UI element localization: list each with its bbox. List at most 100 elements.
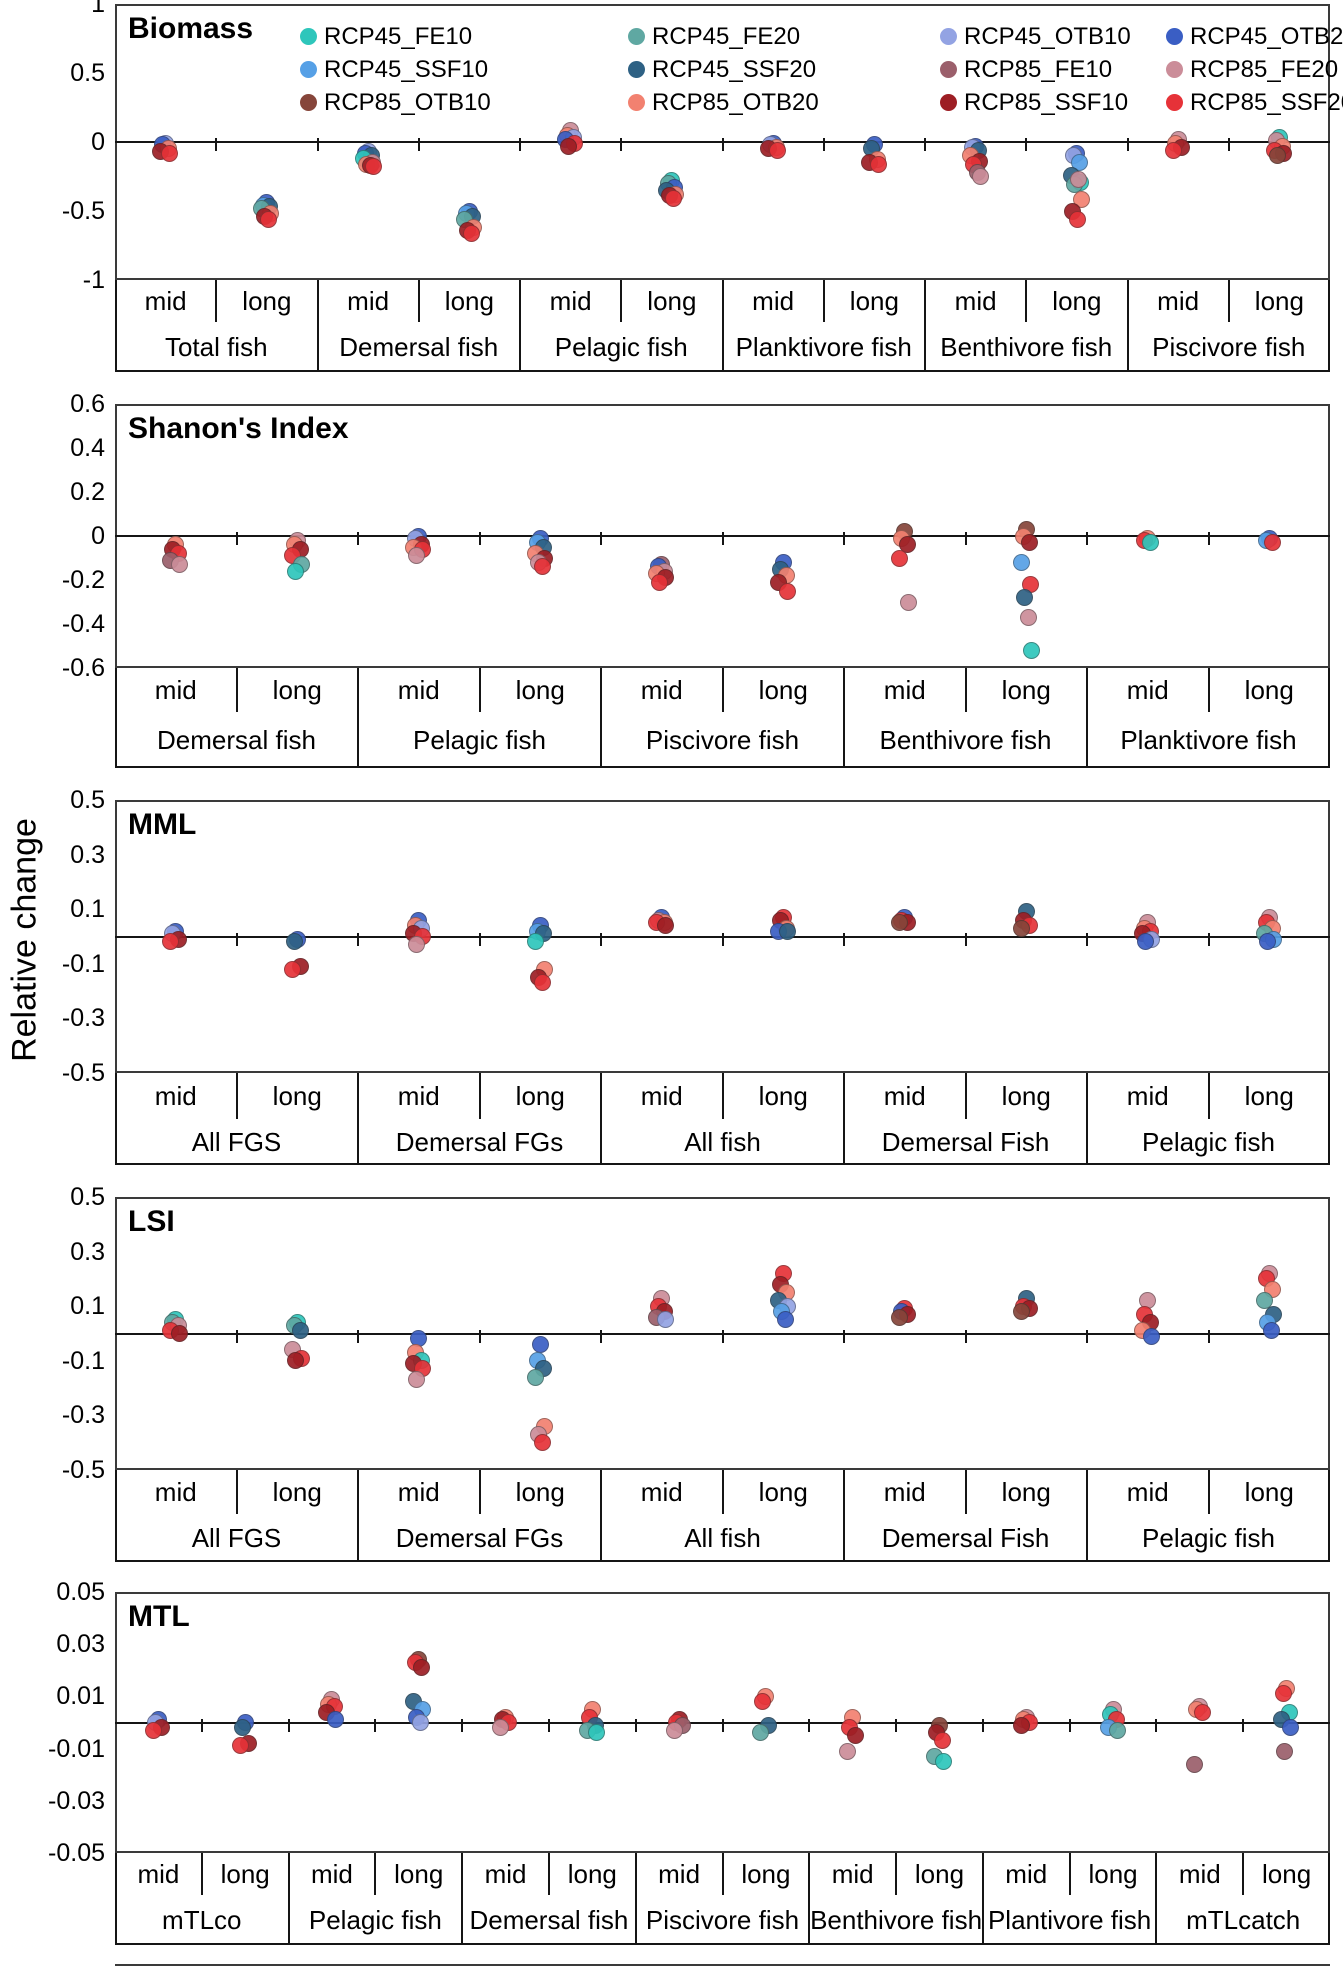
data-point-RCP85_FE20 <box>1070 170 1088 188</box>
category-divider <box>1086 1470 1088 1562</box>
category-divider <box>1086 668 1088 768</box>
xlabel-period-cell: mid <box>640 1476 683 1507</box>
panel-title: MTL <box>128 1600 190 1633</box>
xlabel-period-cell: long <box>1001 1080 1051 1111</box>
xlabel-period-cell: mid <box>658 1858 701 1889</box>
xlabel-period-cell: long <box>1244 1080 1294 1111</box>
xlabel-period-cell: mid <box>397 1080 440 1111</box>
period-divider <box>1207 1073 1210 1119</box>
legend-label-RCP45_FE10: RCP45_FE10 <box>324 23 473 50</box>
xlabel-category-cell: Planktivore fish <box>1120 724 1297 755</box>
category-divider <box>1126 280 1129 372</box>
xlabel-period-cell: long <box>914 1858 965 1889</box>
legend-label-RCP45_FE20: RCP45_FE20 <box>652 23 801 50</box>
period-divider <box>721 1073 724 1119</box>
data-point-RCP85_SSF20 <box>533 558 551 576</box>
xlabel-period-cell: mid <box>1178 1858 1221 1889</box>
y-tick-label: 0.1 <box>70 895 105 924</box>
xlabel-period-cell: long <box>741 1858 791 1889</box>
xlabel-category-cell: Pelagic fish <box>1142 1522 1275 1553</box>
xlabel-period-cell: long <box>1001 674 1051 705</box>
category-divider <box>357 1470 359 1562</box>
category-divider <box>316 280 319 372</box>
data-point-RCP85_SSF20 <box>283 960 301 978</box>
legend-label-RCP85_OTB10: RCP85_OTB10 <box>324 89 491 116</box>
xlabel-category-cell: All FGS <box>191 1522 282 1553</box>
xlabel-period-cell: mid <box>311 1858 353 1889</box>
category-divider <box>808 1853 811 1945</box>
xlabel-period-cell: long <box>1254 285 1304 316</box>
legend-swatch-RCP85_OTB10 <box>300 94 317 111</box>
period-divider <box>235 1073 238 1119</box>
data-point-RCP85_OTB10 <box>1268 147 1286 165</box>
legend-label-RCP85_FE10: RCP85_FE10 <box>964 56 1113 83</box>
data-point-RCP45_OTB20 <box>1137 933 1155 951</box>
data-point-RCP85_FE20 <box>408 547 426 565</box>
xlabel-period-cell: long <box>1244 674 1294 705</box>
legend-swatch-RCP85_FE10 <box>940 61 957 78</box>
axis-tick <box>235 1329 238 1343</box>
xlabel-period-cell: mid <box>954 285 997 316</box>
xlabel-period-cell: mid <box>752 285 795 316</box>
xlabel-period-cell: long <box>1052 285 1102 316</box>
category-divider <box>634 1853 637 1945</box>
xlabel-period-cell: long <box>272 1080 322 1111</box>
axis-tick <box>1086 532 1088 545</box>
xlabel-period-cell: long <box>849 285 899 316</box>
data-point-RCP85_SSF20 <box>533 974 551 992</box>
axis-tick <box>981 1718 984 1732</box>
period-divider <box>478 1470 481 1514</box>
axis-tick <box>620 138 623 151</box>
data-point-RCP45_OTB20 <box>1143 1327 1161 1345</box>
axis-tick <box>600 932 602 946</box>
axis-tick <box>600 532 602 545</box>
data-point-RCP45_OTB20 <box>327 1711 345 1729</box>
xlabel-period-cell: mid <box>484 1858 527 1889</box>
data-point-RCP85_FE20 <box>665 1721 683 1739</box>
axis-tick <box>1207 1329 1210 1343</box>
xlabel-period-cell: long <box>758 1080 808 1111</box>
data-point-RCP85_FE10 <box>1186 1755 1204 1773</box>
data-point-RCP45_SSF20 <box>291 1322 309 1340</box>
xlabel-period-cell: mid <box>397 1476 440 1507</box>
data-point-RCP45_OTB20 <box>1262 1322 1280 1340</box>
xlabel-category-cell: All fish <box>684 1522 761 1553</box>
xlabel-category-cell: mTLco <box>162 1904 242 1935</box>
data-point-RCP45_FE20 <box>526 1368 544 1386</box>
panel-title: LSI <box>128 1205 175 1238</box>
axis-tick <box>808 1718 811 1732</box>
period-divider <box>215 280 218 322</box>
xlabel-category-cell: Demersal FGs <box>395 1126 564 1157</box>
y-tick-label: 0.5 <box>70 59 105 87</box>
axis-tick <box>235 532 238 545</box>
axis-tick <box>895 1718 898 1732</box>
axis-tick <box>1086 1329 1088 1343</box>
axis-tick <box>357 932 359 946</box>
data-point-RCP85_SSF20 <box>778 582 796 600</box>
xlabel-period-cell: mid <box>1126 1476 1169 1507</box>
legend-swatch-RCP85_SSF10 <box>940 94 957 111</box>
data-point-RCP45_SSF20 <box>1015 589 1033 607</box>
data-point-RCP85_OTB10 <box>891 914 909 932</box>
data-point-RCP45_FE20 <box>1255 1292 1273 1310</box>
xlabel-category-cell: Piscivore fish <box>1152 331 1306 362</box>
data-point-RCP85_SSF10 <box>847 1727 865 1745</box>
data-point-RCP85_SSF20 <box>462 224 480 242</box>
xlabel-period-cell: long <box>647 285 697 316</box>
period-divider <box>1068 1853 1071 1895</box>
legend-label-RCP45_SSF10: RCP45_SSF10 <box>324 56 489 83</box>
axis-tick <box>1025 138 1028 151</box>
period-divider <box>964 668 967 712</box>
axis-tick <box>843 1329 845 1343</box>
category-divider <box>924 280 926 372</box>
legend-swatch-RCP45_SSF10 <box>300 61 317 78</box>
legend-swatch-RCP45_OTB20 <box>1166 28 1183 45</box>
period-divider <box>964 1470 967 1514</box>
y-tick-label: -0.6 <box>61 654 105 682</box>
xlabel-period-cell: long <box>1001 1476 1051 1507</box>
axis-tick <box>547 1718 550 1732</box>
xlabel-period-cell: long <box>272 1476 322 1507</box>
axis-tick <box>721 532 724 545</box>
axis-tick <box>357 532 359 545</box>
